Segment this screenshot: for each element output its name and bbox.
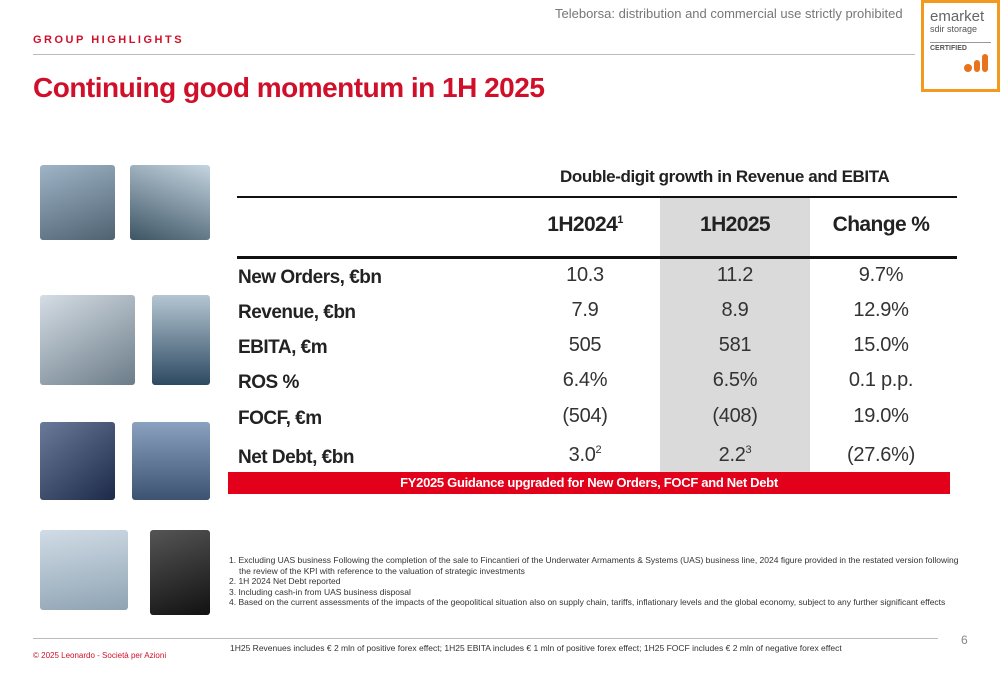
row-label: EBITA, €m	[238, 337, 328, 358]
table-rule	[237, 196, 957, 198]
table-cell: (27.6%)	[847, 444, 915, 466]
table-cell: 2.23	[660, 444, 810, 467]
page-number: 6	[961, 633, 968, 647]
footnote: 1. Excluding UAS business Following the …	[229, 555, 959, 576]
row-label: ROS %	[238, 372, 299, 393]
table-cell: 9.7%	[858, 264, 904, 286]
photo	[40, 165, 115, 240]
table-cell: 505	[568, 334, 602, 356]
logo-text: CERTIFIED	[930, 42, 991, 52]
photo	[150, 530, 210, 615]
photo	[40, 422, 115, 500]
photo	[132, 422, 210, 500]
photo	[152, 295, 210, 385]
logo-text: emarket	[930, 8, 985, 25]
certification-logo: emarket sdir storage CERTIFIED	[921, 0, 1000, 92]
table-cell: 10.3	[566, 264, 604, 286]
table-cell: 8.9	[721, 299, 749, 321]
copyright: © 2025 Leonardo - Società per Azioni	[33, 651, 167, 660]
row-label: New Orders, €bn	[238, 267, 382, 288]
column-highlight	[660, 198, 810, 472]
table-rule	[237, 256, 957, 259]
forex-note: 1H25 Revenues includes € 2 mln of positi…	[230, 643, 842, 653]
table-cell: 15.0%	[853, 334, 909, 356]
watermark: Teleborsa: distribution and commercial u…	[555, 6, 903, 21]
divider	[33, 638, 938, 639]
cell-text: 3.0	[568, 444, 596, 466]
column-header: Change %	[832, 213, 930, 236]
row-label: FOCF, €m	[238, 408, 322, 429]
footnotes: 1. Excluding UAS business Following the …	[229, 555, 959, 608]
row-label: Net Debt, €bn	[238, 447, 354, 468]
logo-icon	[964, 54, 988, 72]
photo	[130, 165, 210, 240]
table-cell: 0.1 p.p.	[848, 369, 914, 391]
table-caption: Double-digit growth in Revenue and EBITA	[560, 167, 890, 186]
footnote-ref: 1	[617, 214, 623, 226]
guidance-banner: FY2025 Guidance upgraded for New Orders,…	[228, 472, 950, 494]
row-label: Revenue, €bn	[238, 302, 356, 323]
table-cell: (504)	[562, 405, 608, 427]
table-cell: 12.9%	[853, 299, 909, 321]
footnote: 3. Including cash-in from UAS business d…	[229, 586, 411, 597]
table-cell: 19.0%	[853, 405, 909, 427]
divider	[33, 54, 915, 55]
footnote-ref: 3	[745, 444, 752, 456]
table-cell: 11.2	[716, 264, 754, 286]
footnote: 4. Based on the current assessments of t…	[229, 597, 946, 607]
table-cell: 7.9	[571, 299, 599, 321]
column-header: 1H2025	[700, 213, 771, 236]
logo-text: sdir storage	[930, 24, 978, 34]
table-cell: (408)	[712, 405, 758, 427]
footnote: 2. 1H 2024 Net Debt reported	[229, 576, 341, 586]
footnote-ref: 2	[595, 444, 602, 456]
section-label: GROUP HIGHLIGHTS	[33, 34, 185, 46]
table-cell: 6.4%	[562, 369, 608, 391]
table-cell: 3.02	[510, 444, 660, 467]
photo	[40, 295, 135, 385]
column-header: 1H20241	[510, 213, 660, 237]
table-cell: 6.5%	[712, 369, 758, 391]
photo	[40, 530, 128, 610]
slide-title: Continuing good momentum in 1H 2025	[33, 72, 545, 103]
cell-text: 2.2	[718, 444, 746, 466]
table-cell: 581	[718, 334, 752, 356]
cell-text: 1H2024	[547, 213, 618, 236]
